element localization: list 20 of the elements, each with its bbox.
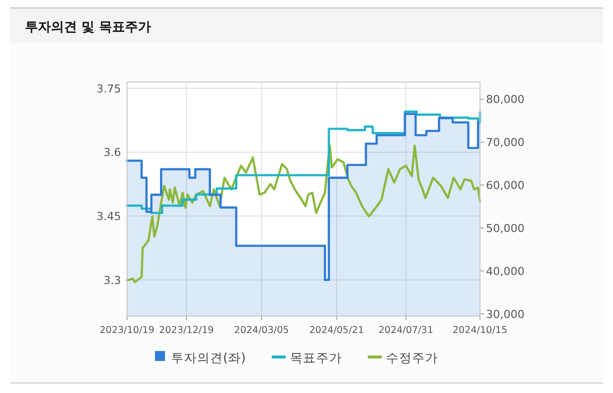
y-tick-label: 3.6 xyxy=(104,146,121,160)
legend-label: 투자의견(좌) xyxy=(171,350,246,365)
y2-tick-label: 70,000 xyxy=(486,136,524,150)
legend-label: 목표주가 xyxy=(290,350,342,365)
legend-label: 수정주가 xyxy=(386,350,438,365)
y2-tick-label: 40,000 xyxy=(486,264,524,278)
y2-tick-label: 30,000 xyxy=(486,308,524,321)
y2-tick-label: 50,000 xyxy=(486,222,524,235)
y-tick-label: 3.3 xyxy=(104,274,121,287)
y2-tick-label: 80,000 xyxy=(486,93,524,106)
chart-title: 투자의견 및 목표주가 xyxy=(25,20,152,35)
x-tick-label: 2024/07/31 xyxy=(378,325,434,336)
x-tick-label: 2024/05/21 xyxy=(309,325,364,336)
y2-tick-label: 60,000 xyxy=(486,179,524,192)
y-tick-label: 3.75 xyxy=(96,82,121,96)
x-tick-label: 2024/10/15 xyxy=(452,325,508,336)
x-tick-label: 2023/10/19 xyxy=(100,325,154,336)
x-tick-label: 2023/12/19 xyxy=(159,325,214,336)
y-tick-label: 3.45 xyxy=(96,210,121,224)
x-tick-label: 2024/03/05 xyxy=(234,325,289,336)
